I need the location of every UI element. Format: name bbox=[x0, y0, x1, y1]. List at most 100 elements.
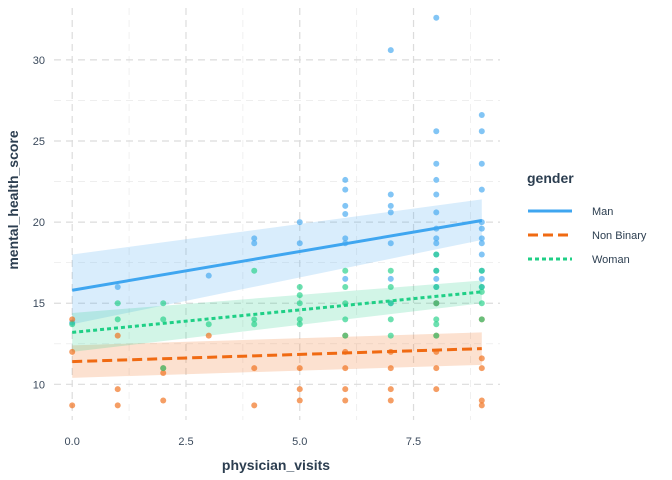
man-point bbox=[342, 235, 349, 242]
woman-point bbox=[251, 321, 258, 328]
woman-trend-line bbox=[72, 290, 482, 334]
woman-point bbox=[296, 300, 303, 307]
non-binary-point bbox=[387, 397, 394, 404]
man-point bbox=[433, 160, 440, 167]
non-binary-point bbox=[296, 397, 303, 404]
data-points bbox=[69, 14, 485, 409]
non-binary-point bbox=[478, 402, 485, 409]
non-binary-point bbox=[387, 386, 394, 393]
legend: gender Man Non Binary Woman bbox=[527, 170, 647, 266]
non-binary-point bbox=[160, 397, 167, 404]
man-point bbox=[478, 112, 485, 119]
man-point bbox=[205, 272, 212, 279]
x-tick-label: 0.0 bbox=[65, 436, 80, 448]
woman-point bbox=[342, 316, 349, 323]
woman-point bbox=[114, 300, 121, 307]
woman-point bbox=[342, 267, 349, 274]
woman-point bbox=[342, 332, 349, 339]
non-binary-point bbox=[251, 402, 258, 409]
man-point bbox=[387, 240, 394, 247]
woman-point bbox=[478, 316, 485, 323]
grid bbox=[54, 8, 500, 420]
woman-point bbox=[205, 321, 212, 328]
y-axis-title: mental_health_score bbox=[5, 130, 21, 269]
man-point bbox=[433, 235, 440, 242]
man-point bbox=[433, 240, 440, 247]
x-tick-label: 5.0 bbox=[292, 436, 307, 448]
man-point bbox=[478, 128, 485, 135]
non-binary-point bbox=[160, 369, 167, 376]
woman-point bbox=[387, 267, 394, 274]
trend-lines bbox=[71, 219, 483, 364]
non-binary-point bbox=[342, 365, 349, 372]
man-point bbox=[478, 240, 485, 247]
non-binary-point bbox=[387, 365, 394, 372]
non-binary-point bbox=[342, 397, 349, 404]
man-point bbox=[251, 235, 258, 242]
woman-point bbox=[160, 300, 167, 307]
woman-point bbox=[478, 300, 485, 307]
woman-point bbox=[387, 332, 394, 339]
man-point bbox=[433, 209, 440, 216]
non-binary-point bbox=[296, 365, 303, 372]
man-point bbox=[433, 128, 440, 135]
woman-point bbox=[433, 300, 440, 307]
man-point bbox=[478, 225, 485, 232]
non-binary-point bbox=[69, 402, 76, 409]
non-binary-point bbox=[114, 402, 121, 409]
legend-label-woman: Woman bbox=[592, 254, 630, 266]
man-point bbox=[478, 235, 485, 242]
non-binary-point bbox=[433, 386, 440, 393]
man-point bbox=[478, 186, 485, 193]
woman-point bbox=[296, 321, 303, 328]
woman-confidence-band bbox=[72, 280, 482, 352]
legend-label-man: Man bbox=[592, 206, 613, 218]
woman-point bbox=[433, 332, 440, 339]
non-binary-point bbox=[69, 316, 76, 323]
man-point bbox=[478, 160, 485, 167]
non-binary-point bbox=[69, 348, 76, 355]
non-binary-point bbox=[251, 365, 258, 372]
woman-point bbox=[251, 267, 258, 274]
woman-point bbox=[160, 365, 167, 372]
woman-point bbox=[433, 251, 440, 258]
man-point bbox=[387, 209, 394, 216]
man-trend-line bbox=[71, 219, 483, 292]
y-tick-label: 25 bbox=[33, 136, 45, 148]
man-point bbox=[342, 202, 349, 209]
woman-point bbox=[296, 292, 303, 299]
man-point bbox=[387, 202, 394, 209]
woman-point bbox=[342, 283, 349, 290]
legend-label-non-binary: Non Binary bbox=[592, 230, 647, 242]
y-tick-label: 10 bbox=[33, 379, 45, 391]
man-point bbox=[296, 219, 303, 226]
man-point bbox=[296, 240, 303, 247]
legend-title: gender bbox=[527, 170, 574, 186]
non-binary-point bbox=[296, 386, 303, 393]
woman-point bbox=[296, 316, 303, 323]
non-binary-point bbox=[114, 386, 121, 393]
man-point bbox=[251, 240, 258, 247]
woman-point bbox=[387, 283, 394, 290]
man-point bbox=[387, 47, 394, 54]
non-binary-point bbox=[478, 397, 485, 404]
man-point bbox=[433, 176, 440, 183]
man-point bbox=[342, 211, 349, 217]
woman-point bbox=[433, 316, 440, 323]
man-point bbox=[433, 191, 440, 198]
man-point bbox=[114, 283, 121, 290]
man-point bbox=[433, 275, 440, 282]
x-tick-label: 2.5 bbox=[178, 436, 193, 448]
man-point bbox=[478, 251, 485, 258]
non-binary-point bbox=[478, 355, 485, 362]
x-axis-ticks: 0.0 2.5 5.0 7.5 bbox=[65, 436, 422, 448]
woman-point bbox=[160, 316, 167, 323]
woman-point bbox=[433, 267, 440, 274]
man-point bbox=[342, 176, 349, 183]
y-tick-label: 30 bbox=[33, 55, 45, 67]
woman-point bbox=[433, 321, 440, 328]
y-tick-label: 15 bbox=[33, 298, 45, 310]
y-tick-label: 20 bbox=[33, 217, 45, 229]
non-binary-point bbox=[342, 386, 349, 393]
